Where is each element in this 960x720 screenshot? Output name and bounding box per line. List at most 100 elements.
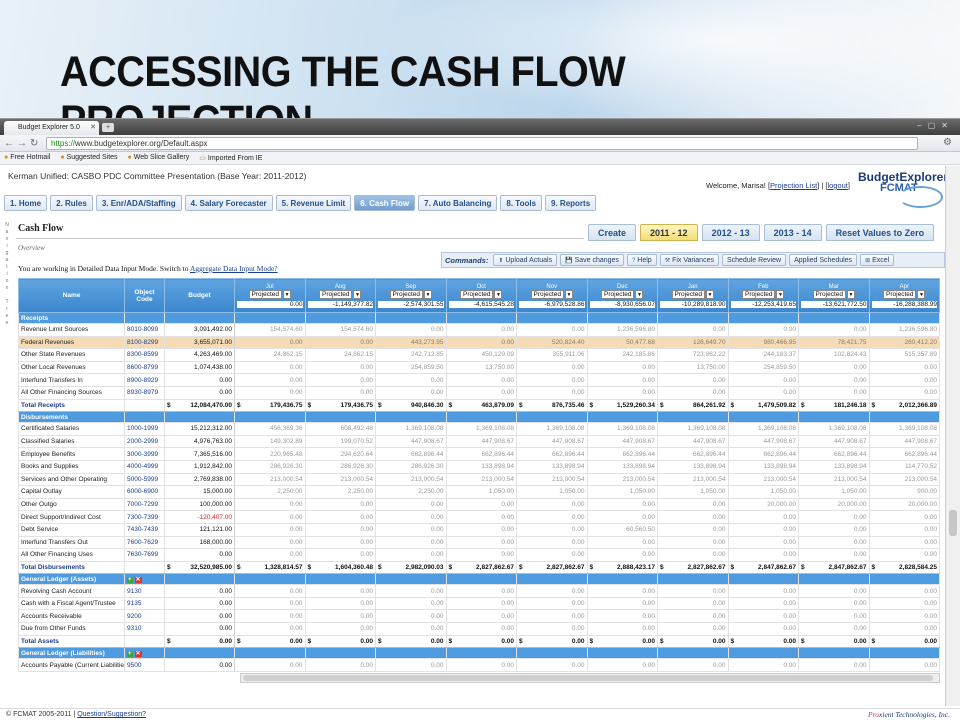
month-value-cell[interactable]: 133,898.94 (516, 459, 588, 474)
month-value-cell[interactable]: 608,492.48 (304, 422, 376, 436)
month-value-cell[interactable]: 0.00 (586, 360, 658, 375)
excel-button[interactable]: ⊠ Excel (860, 254, 895, 266)
month-value-cell[interactable]: 1,369,108.08 (586, 422, 658, 436)
month-value-cell[interactable]: 213,000.54 (657, 472, 729, 487)
reload-icon[interactable]: ↻ (30, 138, 39, 149)
month-value-cell[interactable]: 0.00 (445, 596, 517, 611)
budget-cell[interactable]: 0.00 (164, 548, 235, 562)
month-value-cell[interactable]: 0.00 (375, 609, 447, 624)
month-value-cell[interactable]: 0.00 (234, 535, 306, 550)
month-value-cell[interactable]: 0.00 (445, 584, 517, 598)
month-value-cell[interactable]: 0.00 (868, 385, 940, 400)
month-value-cell[interactable]: 0.00 (375, 522, 447, 537)
month-value-cell[interactable]: 0.00 (586, 596, 658, 611)
month-value-cell[interactable]: 20,000.00 (727, 497, 799, 512)
object-code-link[interactable]: 7300-7399 (124, 510, 165, 524)
object-code-link[interactable]: 7600-7629 (124, 535, 165, 550)
month-value-cell[interactable]: 0.00 (516, 373, 588, 387)
month-value-cell[interactable]: 0.00 (798, 522, 870, 537)
month-value-cell[interactable]: 0.00 (234, 622, 306, 636)
month-value-cell[interactable]: 1,236,596.80 (868, 323, 940, 337)
browser-tab[interactable]: Budget Explorer 5.0 ✕ (4, 121, 99, 135)
projected-select[interactable]: Projected ▼ (660, 289, 726, 299)
month-value-cell[interactable]: 1,236,596.80 (586, 323, 658, 337)
month-value-cell[interactable]: 0.00 (234, 658, 306, 672)
month-value-cell[interactable]: 0.00 (727, 385, 799, 400)
month-value-cell[interactable]: 242,712.85 (375, 348, 447, 362)
month-value-cell[interactable]: 0.00 (304, 609, 376, 624)
month-value-cell[interactable]: 0.00 (516, 385, 588, 400)
month-value-cell[interactable]: 0.00 (375, 373, 447, 387)
month-value-cell[interactable]: 213,000.54 (868, 472, 940, 487)
nav-tab-3-enr-ada-staffing[interactable]: 3. Enr/ADA/Staffing (95, 195, 182, 211)
budget-cell[interactable]: 3,091,492.00 (164, 323, 235, 337)
schedule-review-button[interactable]: Schedule Review (721, 254, 787, 266)
month-value-cell[interactable]: 213,000.54 (234, 472, 306, 487)
month-value-cell[interactable]: 102,824.43 (798, 348, 870, 362)
month-value-cell[interactable]: 24,862.15 (234, 348, 306, 362)
month-value-cell[interactable]: 286,926.30 (375, 459, 447, 474)
scroll-thumb[interactable] (243, 675, 933, 681)
month-value-cell[interactable]: 2,250.00 (234, 485, 306, 499)
budget-cell[interactable]: 0.00 (164, 584, 235, 598)
month-value-cell[interactable]: 0.00 (375, 323, 447, 337)
projected-select[interactable]: Projected ▼ (731, 289, 797, 299)
month-value-cell[interactable]: 0.00 (445, 373, 517, 387)
month-value-cell[interactable]: 213,000.54 (798, 472, 870, 487)
month-value-cell[interactable]: 980,466.95 (727, 335, 799, 350)
object-code-link[interactable]: 8600-8799 (124, 360, 165, 375)
close-tab-icon[interactable]: ✕ (90, 124, 96, 131)
budget-cell[interactable]: 1,074,438.00 (164, 360, 235, 375)
month-value-cell[interactable]: 13,750.00 (657, 360, 729, 375)
month-value-cell[interactable]: 154,574.60 (304, 323, 376, 337)
month-value-cell[interactable]: 24,862.15 (304, 348, 376, 362)
object-code-link[interactable]: 7000-7299 (124, 497, 165, 512)
budget-cell[interactable]: 15,000.00 (164, 485, 235, 499)
nav-tab-6-cash-flow[interactable]: 6. Cash Flow (354, 195, 416, 211)
month-value-cell[interactable]: 0.00 (586, 622, 658, 636)
month-value-cell[interactable]: 0.00 (234, 385, 306, 400)
month-value-cell[interactable]: 0.00 (657, 535, 729, 550)
month-value-cell[interactable]: 0.00 (586, 535, 658, 550)
month-value-cell[interactable]: 0.00 (657, 622, 729, 636)
object-code-link[interactable]: 4000-4999 (124, 459, 165, 474)
back-icon[interactable]: ← (4, 138, 14, 149)
month-value-cell[interactable]: 0.00 (516, 497, 588, 512)
month-value-cell[interactable]: 0.00 (586, 584, 658, 598)
object-code-link[interactable]: 5000-5999 (124, 472, 165, 487)
month-value-cell[interactable]: 0.00 (727, 584, 799, 598)
month-value-cell[interactable]: 0.00 (586, 510, 658, 524)
url-input[interactable]: https://www.budgetexplorer.org/Default.a… (46, 137, 918, 150)
object-code-link[interactable]: 9135 (124, 596, 165, 611)
month-value-cell[interactable]: 0.00 (516, 622, 588, 636)
month-value-cell[interactable]: 50,477.68 (586, 335, 658, 350)
object-code-link[interactable]: 6000-6900 (124, 485, 165, 499)
month-value-cell[interactable]: 0.00 (586, 373, 658, 387)
month-value-cell[interactable]: 0.00 (727, 323, 799, 337)
month-value-cell[interactable]: 0.00 (727, 609, 799, 624)
month-value-cell[interactable]: 450,129.09 (445, 348, 517, 362)
month-value-cell[interactable]: 0.00 (868, 373, 940, 387)
budget-cell[interactable]: 4,976,763.00 (164, 434, 235, 449)
object-code-link[interactable]: 8300-8599 (124, 348, 165, 362)
month-value-cell[interactable]: 213,000.54 (586, 472, 658, 487)
month-value-cell[interactable]: 0.00 (445, 385, 517, 400)
projected-select[interactable]: Projected ▼ (872, 289, 938, 299)
projected-select[interactable]: Projected ▼ (449, 289, 515, 299)
budget-cell[interactable]: 0.00 (164, 658, 235, 672)
add-icon[interactable]: + (127, 576, 133, 583)
month-value-cell[interactable]: 0.00 (234, 510, 306, 524)
month-value-cell[interactable]: 1,369,108.08 (798, 422, 870, 436)
month-value-cell[interactable]: 0.00 (798, 535, 870, 550)
wrench-icon[interactable]: ⚙ (943, 137, 952, 148)
month-value-cell[interactable]: 0.00 (798, 385, 870, 400)
month-value-cell[interactable]: 0.00 (727, 622, 799, 636)
budget-cell[interactable]: 100,000.00 (164, 497, 235, 512)
month-value-cell[interactable]: 0.00 (375, 596, 447, 611)
object-code-link[interactable]: 8900-8929 (124, 373, 165, 387)
nav-tab-8-tools[interactable]: 8. Tools (500, 195, 543, 211)
budget-cell[interactable]: 15,212,312.00 (164, 422, 235, 436)
help-button[interactable]: ? Help (626, 254, 657, 266)
month-value-cell[interactable]: 213,000.54 (445, 472, 517, 487)
projected-select[interactable]: Projected ▼ (519, 289, 585, 299)
